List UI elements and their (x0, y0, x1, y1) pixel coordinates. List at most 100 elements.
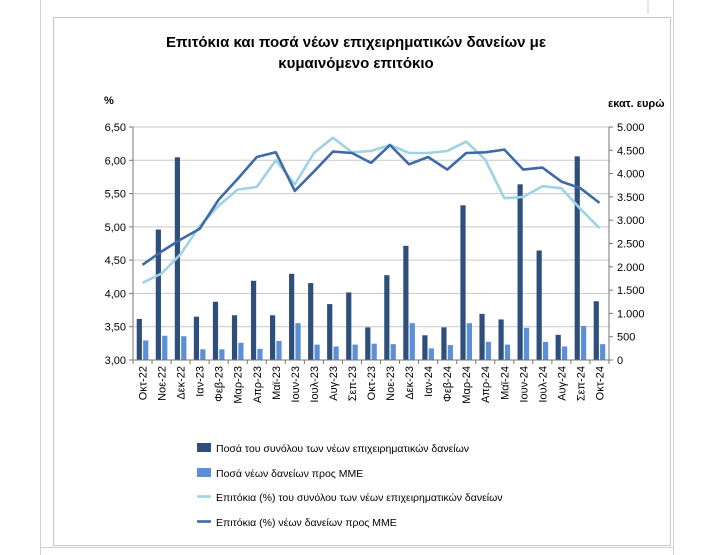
bar-sme (562, 346, 568, 360)
y-left-tick-label: 4,00 (105, 288, 126, 300)
y-right-tick-label: 5.000 (617, 122, 645, 134)
x-tick-label: Ιουν-24 (518, 366, 530, 403)
y-right-tick-label: 4.500 (617, 145, 645, 157)
legend-label: Ποσά του συνόλου των νέων επιχειρηματικώ… (216, 443, 469, 455)
bar-total (308, 283, 314, 360)
x-tick-label: Σεπ-24 (575, 366, 587, 401)
bar-sme (314, 344, 320, 360)
bar-sme (371, 343, 377, 360)
bar-total (536, 250, 542, 360)
bar-total (422, 335, 428, 360)
y-right-tick-label: 2.000 (617, 262, 645, 274)
bar-sme (409, 323, 415, 360)
line-series (141, 136, 601, 284)
bar-sme (542, 341, 549, 360)
x-tick-label: Ιαν-23 (195, 366, 207, 397)
bar-total (327, 304, 333, 360)
line-sme-rate (141, 143, 601, 266)
x-tick-label: Ιουν-23 (290, 366, 302, 403)
bar-sme (390, 344, 396, 360)
y-right-tick-label: 1.500 (617, 285, 645, 297)
bar-total (517, 184, 523, 360)
legend-swatch (197, 468, 211, 477)
legend-label: Επιτόκια (%) νέων δανείων προς ΜΜΕ (216, 517, 397, 529)
bar-sme (428, 348, 434, 360)
x-tick-label: Μαρ-24 (461, 366, 473, 404)
bar-total (231, 315, 238, 360)
x-tick-label: Ιουλ-24 (537, 366, 549, 403)
bar-total (593, 301, 599, 360)
x-tick-label: Οκτ-23 (366, 366, 378, 400)
bar-sme (257, 348, 263, 360)
bar-sme (447, 345, 453, 360)
y-left-tick-label: 3,00 (105, 355, 126, 367)
bar-total (250, 280, 257, 360)
x-tick-label: Μαϊ-24 (499, 366, 511, 400)
x-tick-label: Αυγ-23 (328, 366, 340, 401)
x-tick-label: Νοε-23 (385, 366, 397, 401)
bar-total (574, 156, 580, 360)
line-total-rate (141, 136, 601, 284)
bar-sme (352, 344, 358, 360)
bar-total (289, 273, 295, 360)
bar-sme (333, 346, 339, 360)
x-tick-label: Δεκ-22 (176, 366, 188, 400)
x-tick-label: Μαρ-23 (233, 366, 245, 404)
x-tick-label: Σεπ-23 (347, 366, 359, 401)
y-left-tick-label: 5,00 (105, 222, 126, 234)
x-tick-label: Οκτ-24 (595, 366, 607, 400)
bar-sme (581, 325, 587, 360)
bar-total (441, 327, 447, 360)
bar-total (346, 292, 352, 360)
bar-total (136, 318, 142, 360)
y-left-tick-label: 6,50 (105, 122, 126, 134)
y-left-tick-label: 3,50 (105, 322, 126, 334)
y-left-tick-label: 6,00 (105, 155, 126, 167)
x-tick-label: Νοε-22 (157, 366, 169, 401)
legend: Ποσά του συνόλου των νέων επιχειρηματικώ… (197, 443, 503, 529)
x-tick-label: Μαϊ-23 (271, 366, 283, 400)
legend-swatch (197, 443, 211, 452)
bar-sme (181, 336, 187, 360)
y-left-tick-label: 4,50 (105, 255, 126, 267)
y-left-tick-labels: 3,00 3,50 4,00 4,50 5,00 5,50 6,00 6,50 (105, 122, 126, 367)
x-tick-label: Ιουλ-23 (309, 366, 321, 403)
bar-sme (466, 323, 472, 360)
bar-total (270, 315, 276, 360)
bar-sme (143, 340, 149, 360)
bar-total (403, 245, 409, 360)
y-right-tick-label: 3.000 (617, 215, 645, 227)
x-tick-label: Οκτ-22 (138, 366, 150, 400)
y-left-axis-label: % (104, 95, 114, 107)
y-right-tick-label: 4.000 (617, 169, 645, 181)
bar-total (365, 327, 371, 360)
y-right-tick-label: 500 (617, 332, 635, 344)
bar-total (498, 319, 504, 360)
bar-sme (162, 335, 168, 360)
y-right-axis-label: εκατ. ευρώ (608, 98, 665, 110)
y-right-tick-label: 0 (617, 355, 623, 367)
y-right-tick-labels: 0 500 1.000 1.500 2.000 2.500 3.000 3.500 4.000 4… (617, 122, 645, 367)
bar-sme (295, 323, 301, 360)
bar-sme (276, 340, 282, 360)
bar-sme (523, 327, 530, 360)
x-tick-label: Ιαν-24 (423, 366, 435, 397)
bar-total (460, 205, 466, 360)
bar-sme (200, 349, 206, 360)
x-tick-labels: Οκτ-22 Νοε-22 Δεκ-22 Ιαν-23 Φεβ-23 Μαρ-23 Απρ-… (138, 366, 607, 404)
chart-title-line-1: Επιτόκια και ποσά νέων επιχειρηματικών δ… (166, 34, 546, 51)
bar-total (384, 275, 390, 360)
bar-sme (600, 344, 606, 360)
x-tick-label: Φεβ-23 (214, 366, 226, 402)
x-tick-label: Αυγ-24 (556, 366, 568, 401)
y-right-tick-label: 1.000 (617, 308, 645, 320)
y-right-tick-label: 2.500 (617, 239, 645, 251)
bar-sme (485, 341, 492, 360)
x-tick-label: Απρ-24 (480, 366, 492, 403)
bar-total (555, 334, 561, 360)
chart-title-line-2: κυμαινόμενο επιτόκιο (278, 55, 433, 72)
bar-total (193, 316, 200, 360)
legend-label: Επιτόκια (%) του συνόλου των νέων επιχει… (216, 492, 503, 504)
x-tick-label: Απρ-23 (252, 366, 264, 403)
bar-total (212, 301, 219, 360)
